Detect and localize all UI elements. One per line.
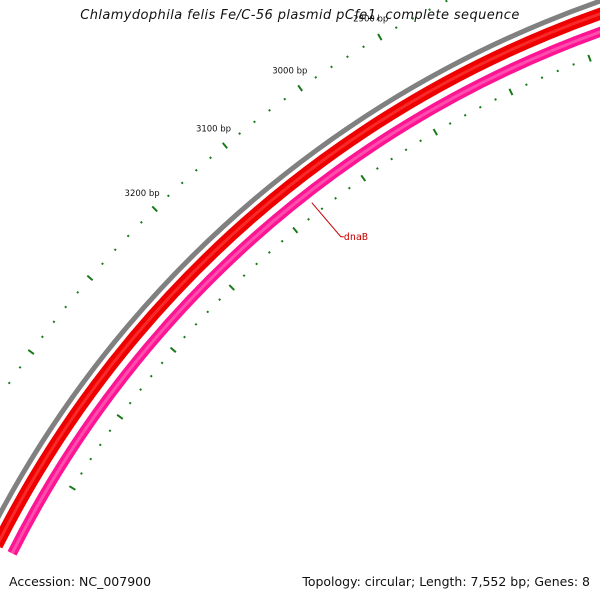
ruler-tick-outer (151, 205, 158, 213)
gene-label-dnab[interactable]: dnaB (344, 232, 368, 243)
gene-leader-line (311, 202, 344, 238)
ruler-tick-inner (160, 361, 164, 365)
ruler-tick-inner (228, 284, 235, 291)
ruler-tick-inner (242, 274, 246, 278)
ruler-tick-inner (89, 457, 93, 461)
ruler-tick-inner (80, 472, 83, 475)
ruler-tick-outer (445, 0, 448, 3)
ruler-tick-inner (169, 346, 177, 353)
ruler-tick-label: 2900 bp (353, 15, 388, 25)
ruler-tick-outer (113, 248, 117, 252)
ruler-tick-inner (508, 88, 514, 96)
ruler-tick-inner (540, 76, 544, 80)
track-forward-highlight (0, 12, 600, 543)
ruler-tick-outer (330, 65, 333, 69)
ruler-tick-outer (7, 381, 11, 385)
ruler-tick-outer (209, 156, 212, 160)
ruler-tick-inner (587, 54, 592, 62)
ruler-tick-inner (478, 105, 482, 109)
ruler-ticks-outer (0, 0, 448, 399)
ruler-tick-outer (221, 142, 228, 149)
ruler-tick-inner (404, 148, 408, 152)
ruler-tick-inner (463, 113, 467, 117)
ruler-tick-inner (307, 217, 310, 221)
ruler-tick-inner (98, 443, 102, 447)
gene-annotations[interactable]: dnaB (311, 202, 368, 244)
ruler-tick-inner (525, 83, 528, 87)
ruler-tick-outer (126, 234, 130, 238)
track-backbone (0, 0, 600, 520)
ruler-tick-inner (218, 298, 222, 302)
ruler-tick-inner (149, 374, 153, 378)
ruler-tick-inner (390, 157, 394, 161)
ruler-tick-inner (139, 388, 142, 391)
ruler-tick-outer (194, 168, 198, 172)
ruler-tick-outer (76, 290, 80, 294)
ruler-tick-inner (320, 207, 324, 211)
accession-text: Accession: NC_007900 (9, 574, 152, 589)
ruler-tick-inner (206, 310, 210, 314)
ruler-tick-outer (362, 45, 365, 49)
ruler-tick-outer (18, 366, 22, 369)
ruler-tick-outer (52, 320, 56, 324)
map-title: Chlamydophila felis Fe/C-56 plasmid pCfe… (80, 8, 520, 23)
ruler-tick-outer (268, 108, 271, 112)
ruler-tick-outer (377, 33, 383, 41)
ruler-tick-outer (411, 17, 415, 20)
ruler-tick-label: 3100 bp (196, 125, 231, 135)
ruler-tick-inner (183, 335, 186, 339)
ruler-tick-label: 3000 bp (272, 66, 307, 76)
ruler-tick-inner (347, 186, 351, 190)
ruler-tick-inner (375, 167, 379, 170)
ruler-tick-inner (419, 139, 422, 143)
ruler-tick-inner (556, 69, 560, 73)
ruler-tick-outer (180, 181, 184, 185)
ruler-tick-inner (116, 414, 124, 420)
ruler-tick-outer (27, 349, 35, 355)
feature-tracks (0, 0, 600, 556)
ruler-tick-inner (334, 196, 337, 200)
ruler-tick-outer (283, 97, 287, 101)
ruler-tick-inner (108, 429, 112, 433)
ruler-tick-outer (394, 26, 398, 30)
track-forward-strand (0, 7, 600, 549)
ruler-tick-inner (128, 401, 132, 405)
ruler-tick-outer (428, 8, 431, 11)
ruler-tick-outer (238, 132, 242, 135)
ruler-tick-outer (297, 84, 303, 92)
ruler-tick-inner (280, 239, 284, 243)
ruler-tick-inner (494, 98, 497, 101)
summary-text: Topology: circular; Length: 7,552 bp; Ge… (302, 574, 590, 589)
ruler-tick-outer (139, 220, 143, 224)
ruler-ticks-inner (68, 54, 592, 491)
ruler-tick-outer (253, 120, 256, 124)
ruler-tick-inner (432, 128, 438, 136)
ruler-tick-inner (572, 63, 575, 66)
ruler-tick-outer (86, 274, 94, 282)
ruler-tick-inner (267, 251, 271, 254)
ruler-tick-label: 3200 bp (125, 189, 160, 199)
track-reverse-strand (7, 26, 600, 556)
ruler-tick-outer (101, 262, 104, 266)
ruler-tick-outer (346, 55, 349, 59)
ruler-tick-inner (292, 226, 299, 234)
ruler-tick-inner (360, 174, 367, 182)
track-reverse-highlight (10, 30, 600, 555)
ruler-tick-outer (166, 194, 170, 198)
ruler-tick-inner (448, 122, 452, 125)
ruler-tick-inner (194, 322, 198, 326)
ruler-tick-outer (64, 305, 68, 309)
ruler-tick-outer (40, 335, 44, 339)
ruler-tick-inner (68, 485, 76, 491)
ruler-tick-inner (255, 262, 259, 266)
ruler-tick-outer (314, 76, 318, 79)
